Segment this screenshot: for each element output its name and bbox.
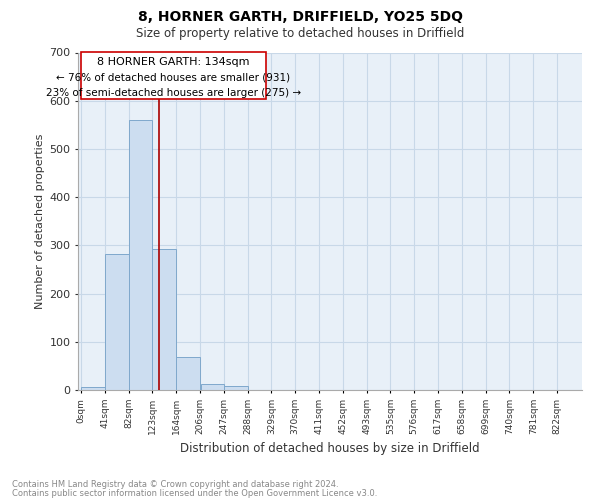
Text: 8, HORNER GARTH, DRIFFIELD, YO25 5DQ: 8, HORNER GARTH, DRIFFIELD, YO25 5DQ — [137, 10, 463, 24]
Bar — [200, 384, 224, 390]
Bar — [105, 254, 128, 390]
Bar — [176, 357, 200, 390]
Text: Contains public sector information licensed under the Open Government Licence v3: Contains public sector information licen… — [12, 488, 377, 498]
Bar — [224, 386, 248, 390]
Bar — [81, 52, 266, 100]
Text: Size of property relative to detached houses in Driffield: Size of property relative to detached ho… — [136, 28, 464, 40]
Text: ← 76% of detached houses are smaller (931): ← 76% of detached houses are smaller (93… — [56, 73, 290, 83]
Text: 8 HORNER GARTH: 134sqm: 8 HORNER GARTH: 134sqm — [97, 57, 250, 67]
Bar — [128, 120, 152, 390]
Text: 23% of semi-detached houses are larger (275) →: 23% of semi-detached houses are larger (… — [46, 88, 301, 98]
Y-axis label: Number of detached properties: Number of detached properties — [35, 134, 45, 309]
Text: Contains HM Land Registry data © Crown copyright and database right 2024.: Contains HM Land Registry data © Crown c… — [12, 480, 338, 489]
Bar — [152, 248, 176, 390]
Bar — [81, 386, 105, 390]
X-axis label: Distribution of detached houses by size in Driffield: Distribution of detached houses by size … — [180, 442, 480, 456]
